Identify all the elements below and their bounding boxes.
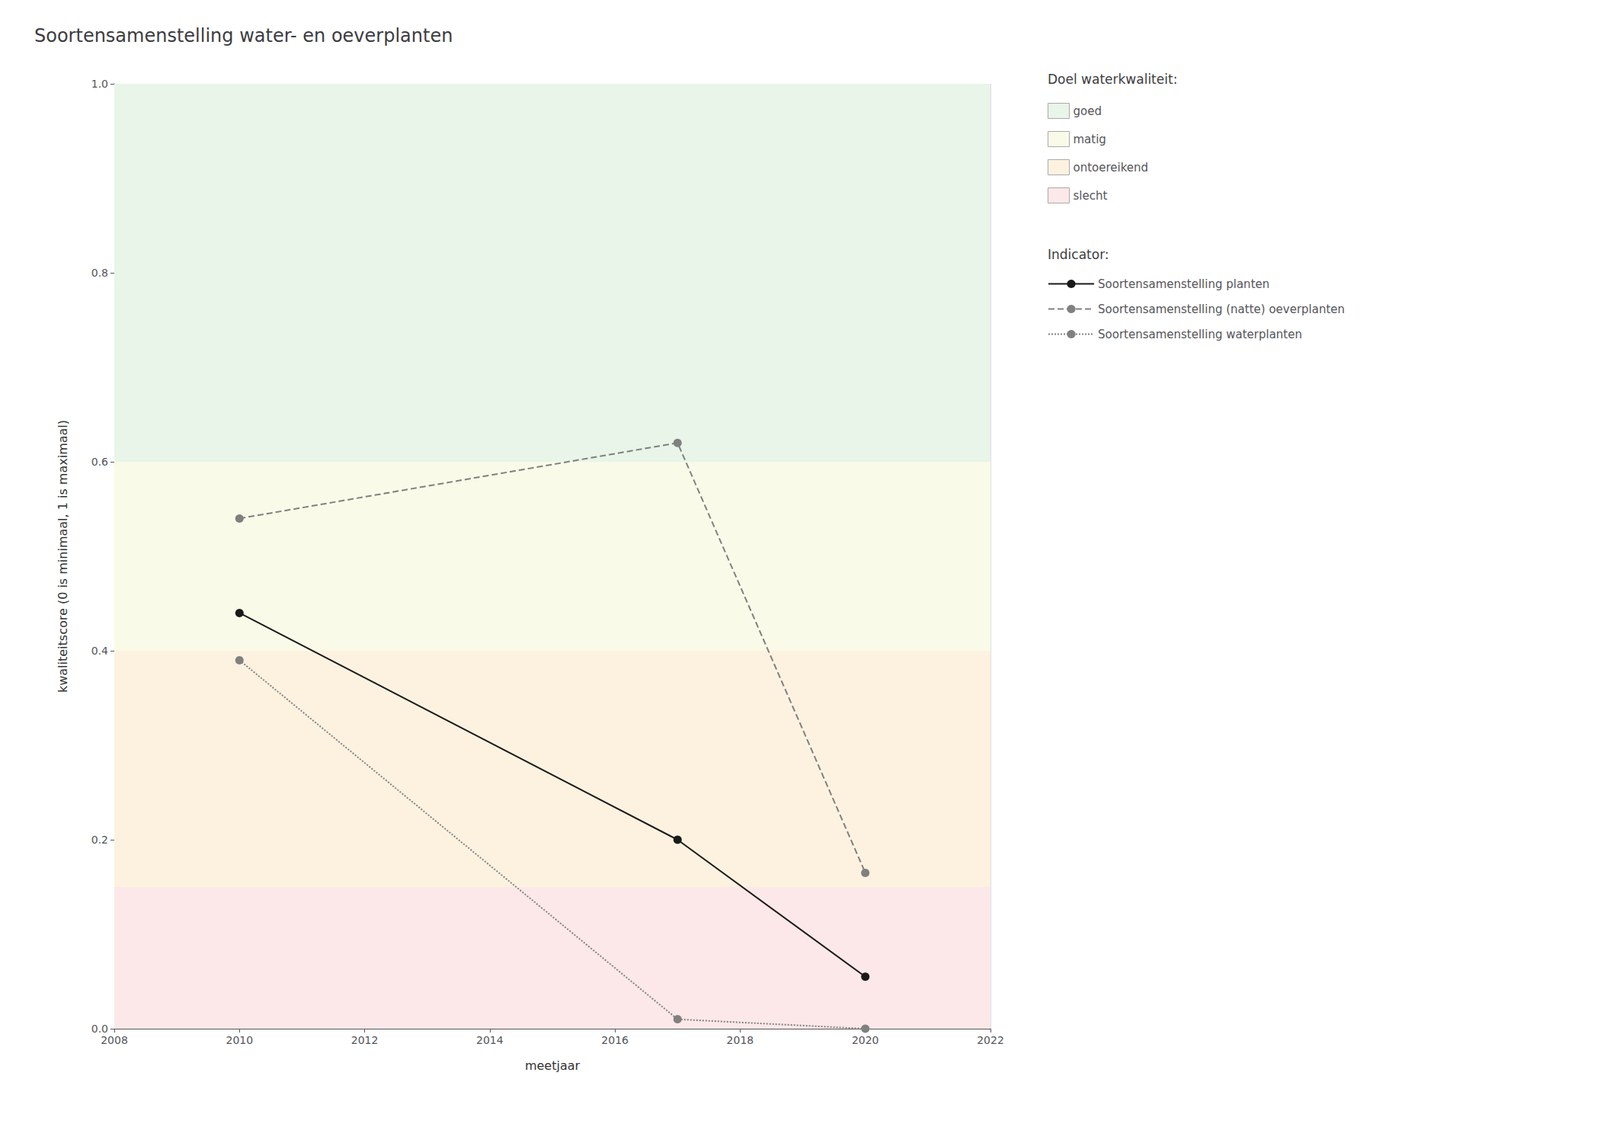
- svg-text:2012: 2012: [351, 1033, 379, 1047]
- svg-text:Soortensamenstelling waterplan: Soortensamenstelling waterplanten: [1097, 327, 1303, 342]
- svg-text:2020: 2020: [851, 1033, 880, 1047]
- svg-text:2016: 2016: [601, 1033, 629, 1047]
- svg-text:0.2: 0.2: [91, 833, 109, 846]
- svg-text:Soortensamenstelling water- en: Soortensamenstelling water- en oeverplan…: [34, 25, 453, 47]
- svg-text:Doel waterkwaliteit:: Doel waterkwaliteit:: [1047, 71, 1178, 87]
- svg-text:matig: matig: [1073, 132, 1107, 147]
- svg-text:ontoereikend: ontoereikend: [1073, 160, 1149, 175]
- svg-text:2010: 2010: [225, 1033, 253, 1047]
- svg-text:kwaliteitscore (0 is minimaal,: kwaliteitscore (0 is minimaal, 1 is maxi…: [55, 419, 71, 693]
- svg-text:2008: 2008: [100, 1033, 128, 1047]
- svg-text:1.0: 1.0: [91, 77, 109, 90]
- svg-text:meetjaar: meetjaar: [524, 1058, 581, 1073]
- svg-text:2022: 2022: [976, 1033, 1005, 1047]
- svg-text:slecht: slecht: [1073, 188, 1108, 203]
- svg-text:Indicator:: Indicator:: [1047, 246, 1110, 263]
- svg-text:0.0: 0.0: [91, 1022, 109, 1035]
- svg-text:Soortensamenstelling (natte) o: Soortensamenstelling (natte) oeverplante…: [1097, 302, 1345, 317]
- svg-text:2014: 2014: [476, 1033, 504, 1047]
- svg-text:goed: goed: [1073, 104, 1102, 119]
- svg-text:2018: 2018: [726, 1033, 755, 1047]
- svg-text:0.4: 0.4: [91, 644, 109, 657]
- svg-text:0.6: 0.6: [91, 455, 109, 468]
- svg-text:Soortensamenstelling planten: Soortensamenstelling planten: [1097, 277, 1270, 292]
- svg-text:0.8: 0.8: [91, 266, 109, 279]
